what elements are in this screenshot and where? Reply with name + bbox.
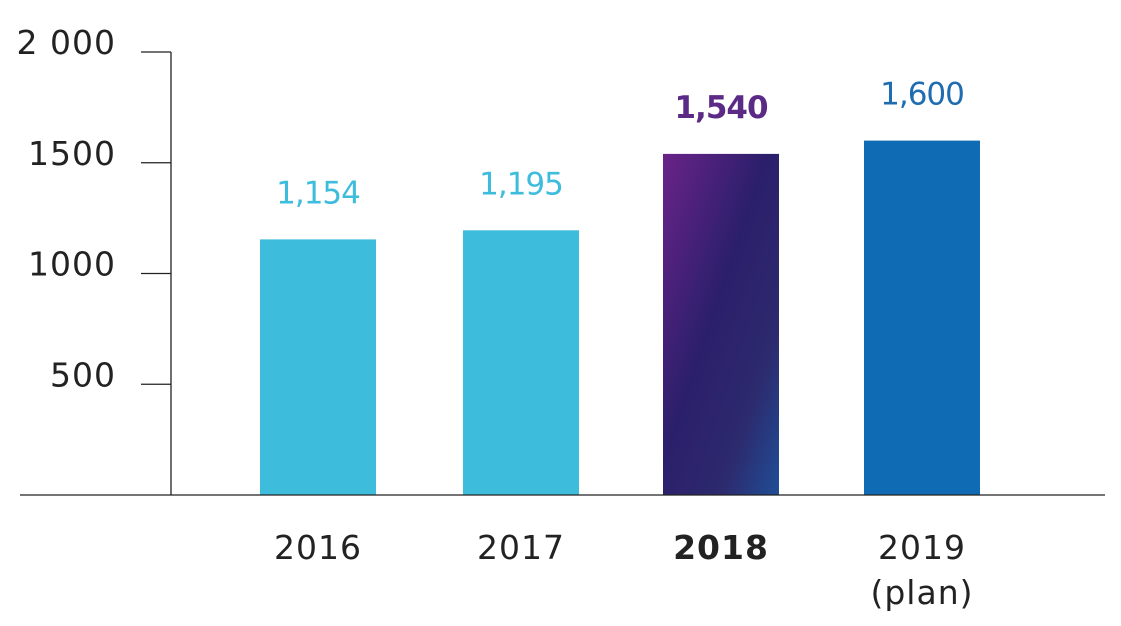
x-category-label: 2017	[477, 528, 565, 567]
value-labels: 1,154 1,195 1,540 1,600	[276, 77, 965, 212]
value-label: 1,154	[276, 175, 360, 211]
value-label: 1,540	[674, 90, 767, 126]
value-label: 1,600	[880, 77, 964, 113]
value-label: 1,195	[479, 166, 563, 202]
x-axis: 2016 2017 2018 2019 (plan)	[20, 494, 1105, 612]
y-tick-label: 2 000	[17, 23, 116, 62]
x-category-label: 2016	[274, 528, 362, 567]
bar-2	[663, 153, 779, 495]
x-category-label: (plan)	[870, 573, 973, 612]
bars	[260, 140, 980, 495]
bar-1	[463, 230, 579, 495]
x-category-label: 2018	[673, 528, 769, 567]
y-axis: 500 1000 1500 2 000	[17, 23, 172, 495]
bar-0	[260, 239, 376, 495]
y-tick-label: 1500	[28, 134, 116, 173]
y-tick-label: 500	[50, 355, 116, 394]
bar-3	[864, 140, 980, 495]
x-category-label: 2019	[878, 528, 966, 567]
y-tick-label: 1000	[28, 245, 116, 284]
